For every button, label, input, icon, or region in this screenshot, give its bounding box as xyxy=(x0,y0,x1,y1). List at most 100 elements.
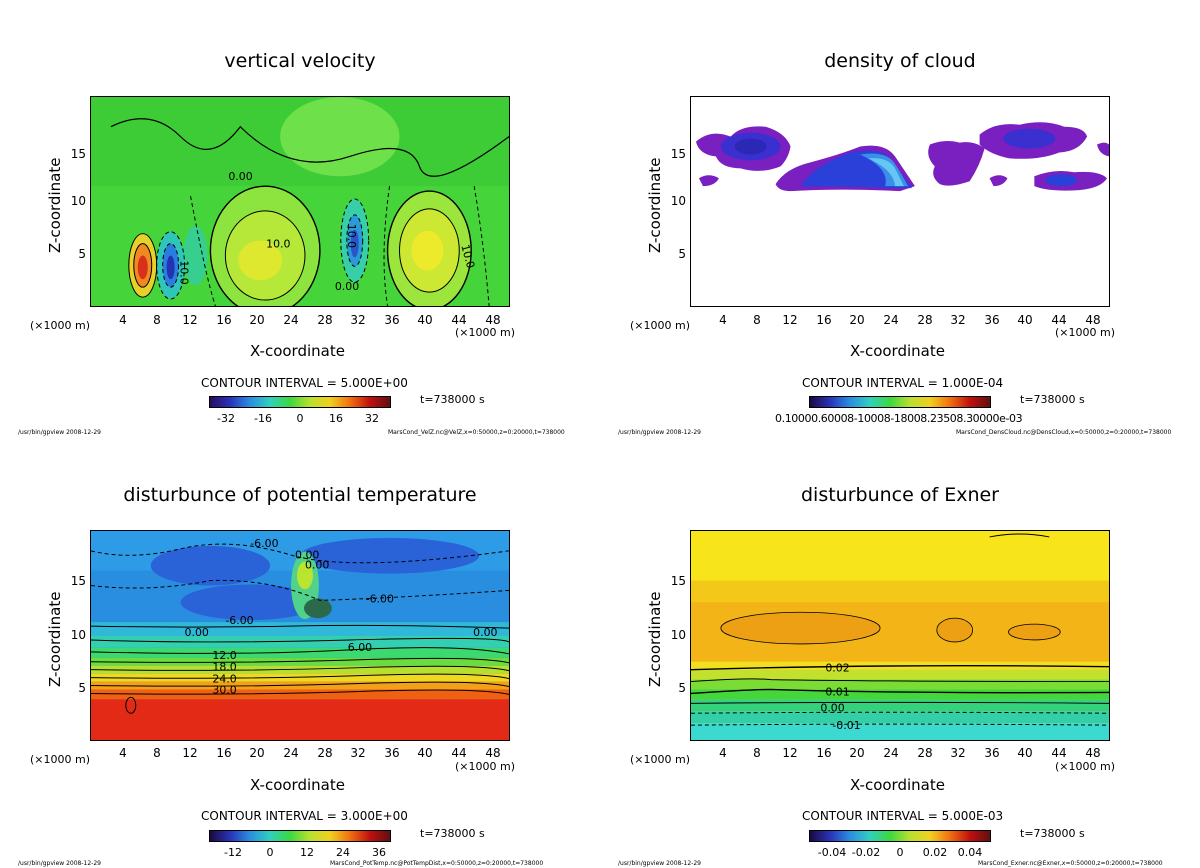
y-axis-label: Z-coordinate xyxy=(646,591,664,687)
contour-label: 0.00 xyxy=(185,626,209,639)
colorbar-tick: 36 xyxy=(372,846,386,859)
y-tick-label: 15 xyxy=(70,574,86,588)
x-tick-label: 12 xyxy=(782,313,798,327)
colorbar-tick: -0.04 xyxy=(817,846,847,859)
x-tick-label: 44 xyxy=(451,746,467,760)
x-tick-label: 24 xyxy=(283,313,299,327)
colorbar xyxy=(809,830,991,842)
colorbar-tick: 0 xyxy=(296,412,304,425)
x-unit-right: (×1000 m) xyxy=(1055,760,1116,773)
x-tick-label: 28 xyxy=(917,746,933,760)
contour-label: 10.0 xyxy=(178,260,191,284)
contour-label: -6.00 xyxy=(366,592,394,605)
x-tick-label: 44 xyxy=(1051,746,1067,760)
colorbar-tick: 16 xyxy=(329,412,343,425)
y-tick-label: 5 xyxy=(78,681,86,695)
x-tick-label: 48 xyxy=(485,746,501,760)
x-tick-label: 32 xyxy=(350,746,366,760)
contour-label: -0.01 xyxy=(832,719,860,732)
chart-title: disturbunce of potential temperature xyxy=(123,484,477,506)
footer-right: MarsCond_VelZ.nc@VelZ,x=0:50000,z=0:2000… xyxy=(388,429,565,436)
x-tick-label: 32 xyxy=(950,313,966,327)
x-tick-label: 4 xyxy=(719,313,727,327)
time-label: t=738000 s xyxy=(420,393,485,406)
colorbar xyxy=(209,396,391,408)
y-tick-label: 5 xyxy=(678,681,686,695)
x-tick-label: 16 xyxy=(816,746,832,760)
y-axis-label: Z-coordinate xyxy=(46,591,64,687)
x-tick-label: 8 xyxy=(153,313,161,327)
x-tick-label: 32 xyxy=(950,746,966,760)
y-axis-label: Z-coordinate xyxy=(646,157,664,253)
x-axis-label: X-coordinate xyxy=(250,776,345,794)
x-unit-left: (×1000 m) xyxy=(630,753,691,766)
x-axis-label: X-coordinate xyxy=(250,342,345,360)
contour-label: 24.0 xyxy=(212,673,236,686)
y-tick-label: 5 xyxy=(78,247,86,261)
y-tick-label: 15 xyxy=(670,574,686,588)
footer-right: MarsCond_PotTemp.nc@PotTempDist,x=0:5000… xyxy=(330,860,544,867)
contour-label: 0.02 xyxy=(825,662,849,675)
x-tick-label: 28 xyxy=(317,313,333,327)
colorbar-tick: 0.04 xyxy=(957,846,983,859)
footer-right: MarsCond_Exner.nc@Exner,x=0:50000,z=0:20… xyxy=(978,860,1163,867)
contour-label: -6.00 xyxy=(250,537,278,550)
time-label: t=738000 s xyxy=(1020,393,1085,406)
x-tick-label: 24 xyxy=(883,313,899,327)
x-tick-label: 12 xyxy=(782,746,798,760)
colorbar-tick: 0 xyxy=(896,846,904,859)
x-axis-label: X-coordinate xyxy=(850,776,945,794)
y-tick-label: 10 xyxy=(70,194,86,208)
x-tick-label: 32 xyxy=(350,313,366,327)
x-tick-label: 28 xyxy=(917,313,933,327)
colorbar-tick: -32 xyxy=(217,412,235,425)
contour-interval: CONTOUR INTERVAL = 3.000E+00 xyxy=(201,809,408,823)
x-tick-label: 24 xyxy=(883,746,899,760)
contour-label: 18.0 xyxy=(212,661,236,674)
contour-label: 30.0 xyxy=(212,683,236,696)
contour-label: 10.0 xyxy=(266,238,290,251)
contour-interval: CONTOUR INTERVAL = 5.000E-03 xyxy=(802,809,1004,823)
x-tick-label: 40 xyxy=(417,313,433,327)
contour-label: 6.00 xyxy=(348,641,372,654)
contour-label: 10.0 xyxy=(345,224,358,248)
y-tick-label: 15 xyxy=(70,147,86,161)
time-label: t=738000 s xyxy=(1020,827,1085,840)
x-unit-right: (×1000 m) xyxy=(455,326,516,339)
x-tick-label: 8 xyxy=(753,313,761,327)
x-tick-label: 16 xyxy=(216,746,232,760)
colorbar-tick: -0.02 xyxy=(851,846,881,859)
x-unit-left: (×1000 m) xyxy=(630,319,691,332)
colorbar-tick: 0 xyxy=(266,846,274,859)
contour-label: 0.00 xyxy=(335,280,359,293)
contour-interval: CONTOUR INTERVAL = 5.000E+00 xyxy=(201,376,408,390)
colorbar-tick: -16 xyxy=(254,412,272,425)
x-tick-label: 4 xyxy=(119,746,127,760)
contour-label: 0.00 xyxy=(295,549,319,562)
colorbar-tick-labels: 0.10000.60008-10008-18008.23508.30000e-0… xyxy=(775,412,1023,425)
contour-label: -6.00 xyxy=(225,614,253,627)
x-tick-label: 20 xyxy=(849,746,865,760)
x-tick-label: 24 xyxy=(283,746,299,760)
x-axis-label: X-coordinate xyxy=(850,342,945,360)
y-tick-label: 10 xyxy=(670,194,686,208)
x-tick-label: 28 xyxy=(317,746,333,760)
plot-area-potential-temperature: -6.00 0.00 0.00 -6.00 -6.00 0.00 6.00 0.… xyxy=(90,530,510,741)
x-tick-label: 48 xyxy=(485,313,501,327)
contour-interval: CONTOUR INTERVAL = 1.000E-04 xyxy=(802,376,1004,390)
x-tick-label: 36 xyxy=(984,746,1000,760)
x-tick-label: 12 xyxy=(182,746,198,760)
temperature-field: -6.00 0.00 0.00 -6.00 -6.00 0.00 6.00 0.… xyxy=(91,531,509,740)
colorbar-tick: 0.02 xyxy=(922,846,948,859)
chart-title: disturbunce of Exner xyxy=(800,484,999,506)
colorbar xyxy=(809,396,991,408)
contour-label: 0.00 xyxy=(820,701,844,714)
footer-left: /usr/bin/gpview 2008-12-29 xyxy=(618,860,701,867)
contour-label: 10.0 xyxy=(458,243,477,270)
contour-label: 0.00 xyxy=(305,559,329,572)
x-tick-label: 16 xyxy=(216,313,232,327)
colorbar xyxy=(209,830,391,842)
velocity-field: 0.00 10.0 10.0 0.00 10.0 10.0 xyxy=(91,97,509,306)
footer-left: /usr/bin/gpview 2008-12-29 xyxy=(618,429,701,436)
x-tick-label: 40 xyxy=(417,746,433,760)
